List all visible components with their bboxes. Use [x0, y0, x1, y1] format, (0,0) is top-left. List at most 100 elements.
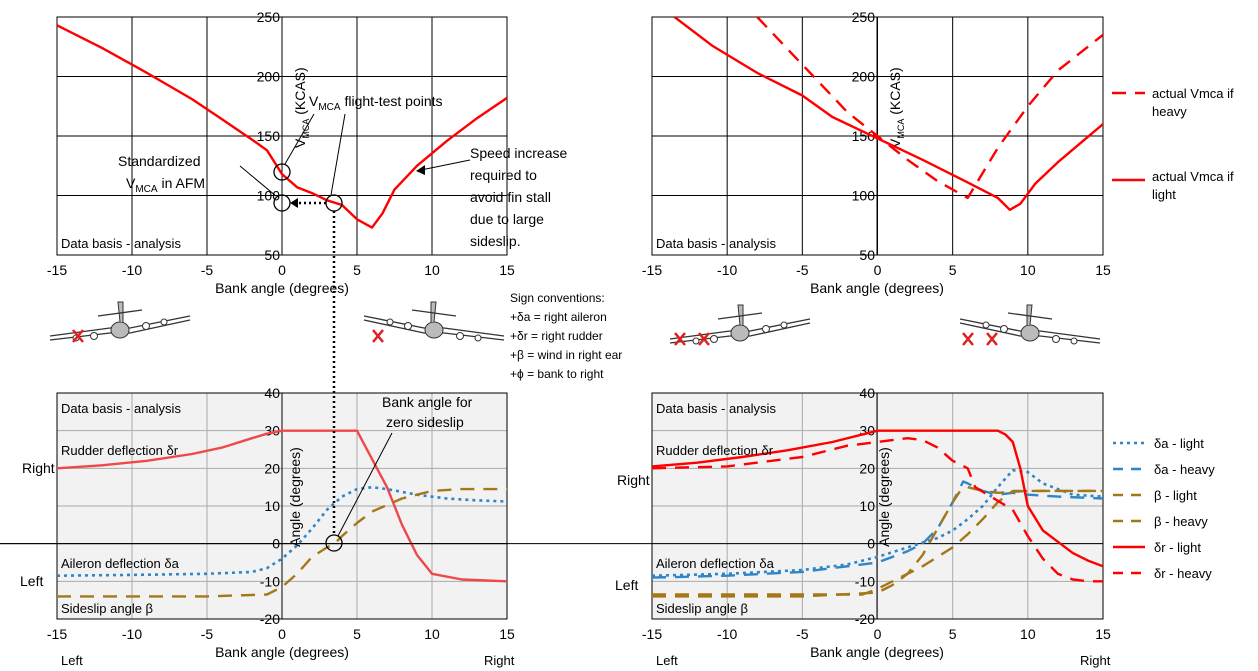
y-axis-label-tail: (KCAS) — [887, 67, 903, 118]
series-line--r-heavy — [652, 437, 1103, 583]
pointer-line — [337, 432, 393, 537]
arrow-head — [416, 165, 425, 175]
x-tick-label: -15 — [642, 626, 662, 642]
sign-line: +ϕ = bank to right — [510, 367, 604, 381]
right-side-label: Right — [617, 472, 650, 488]
series-line--a-heavy — [652, 480, 1103, 579]
engine — [1052, 335, 1060, 343]
legend-label: δa - heavy — [1154, 462, 1215, 477]
fuselage — [110, 321, 130, 339]
tailplane — [1007, 312, 1053, 320]
y-tick-label: -20 — [260, 611, 280, 627]
y-tick-label: 10 — [264, 498, 280, 514]
data-basis-label: Data basis - analysis — [61, 401, 181, 416]
speed-increase-line: Speed increase — [470, 145, 568, 161]
y-tick-label: 150 — [852, 128, 876, 144]
engine — [710, 335, 718, 343]
speed-increase-line: due to large — [470, 211, 544, 227]
legend-light-line1: actual Vmca if — [1152, 169, 1234, 184]
flight-test-tail: flight-test points — [341, 93, 443, 109]
speed-increase-line: required to — [470, 167, 537, 183]
y-axis-label: Angle (degrees) — [287, 447, 303, 547]
engine — [386, 318, 394, 326]
bottom-right-label: Right — [1080, 653, 1111, 668]
x-tick-label: -10 — [122, 626, 142, 642]
x-tick-label: 10 — [1020, 626, 1036, 642]
sign-line: +δa = right aileron — [510, 310, 607, 324]
y-tick-label: 40 — [859, 385, 875, 401]
y-axis-label: VMCA (KCAS) — [887, 67, 906, 148]
y-tick-label: 30 — [264, 423, 280, 439]
y-axis-label-v: V — [887, 138, 903, 148]
pointer-line — [330, 113, 346, 196]
x-tick-label: -15 — [642, 262, 662, 278]
pointer-line — [284, 113, 315, 165]
fuselage — [424, 321, 444, 339]
speed-increase-line: avoid fin stall — [470, 189, 551, 205]
x-axis-label: Bank angle (degrees) — [810, 644, 944, 660]
engine — [474, 334, 482, 342]
series-line-2 — [57, 487, 507, 598]
legend-label: δa - light — [1154, 436, 1204, 451]
legend-heavy-line1: actual Vmca if — [1152, 86, 1234, 101]
series-group — [673, 17, 1103, 212]
engine — [90, 332, 98, 340]
y-tick-label: 10 — [859, 498, 875, 514]
engine — [160, 318, 168, 326]
series-group — [57, 24, 507, 229]
vmca-left-annotations: VMCA flight-test points Standardized VMC… — [118, 93, 568, 536]
fuselage — [730, 324, 750, 342]
x-axis-label: Bank angle (degrees) — [215, 280, 349, 296]
bottom-left-label: Left — [656, 653, 678, 668]
x-tick-label: -15 — [47, 262, 67, 278]
series-line-actual-vmca-if-heavy — [756, 17, 1103, 200]
y-tick-label: 0 — [867, 536, 875, 552]
tailplane — [97, 309, 143, 317]
y-tick-label: 150 — [257, 128, 281, 144]
y-tick-label: 20 — [859, 460, 875, 476]
sign-conventions: Sign conventions: +δa = right aileron +δ… — [510, 291, 622, 381]
fin — [117, 301, 124, 323]
angles-left-annotations: Bank angle for zero sideslip — [325, 394, 473, 552]
series-line-0 — [57, 429, 507, 583]
series-line--heavy — [652, 486, 1103, 598]
left-side-label: Left — [20, 573, 43, 589]
y-tick-label: 40 — [264, 385, 280, 401]
x-tick-label: 10 — [1020, 262, 1036, 278]
flight-test-point-circle — [273, 163, 291, 181]
engine — [142, 322, 150, 330]
y-axis-label-tail: (KCAS) — [292, 67, 308, 118]
bottom-left-label: Left — [61, 653, 83, 668]
aileron-label: Aileron deflection δa — [656, 556, 775, 571]
airplane-icon — [363, 301, 505, 343]
y-tick-label: -20 — [855, 611, 875, 627]
engine — [1000, 325, 1008, 333]
x-tick-label: 0 — [278, 262, 286, 278]
failed-engine-mark — [674, 332, 686, 346]
x-tick-label: 5 — [353, 626, 361, 642]
x-tick-label: -5 — [201, 262, 214, 278]
engine — [1070, 337, 1078, 345]
rudder-label: Rudder deflection δr — [61, 443, 179, 458]
series-line-1 — [57, 485, 507, 577]
y-tick-label: 20 — [264, 460, 280, 476]
engine — [692, 337, 700, 345]
pointer-line — [420, 159, 471, 171]
bank-zero-line1: Bank angle for — [382, 394, 473, 410]
standardized-label: Standardized — [118, 153, 201, 169]
engine — [780, 321, 788, 329]
aileron-label: Aileron deflection δa — [61, 556, 180, 571]
y-axis-label-v: V — [292, 138, 308, 148]
fuselage — [1020, 324, 1040, 342]
fin — [430, 301, 437, 323]
x-tick-label: -10 — [717, 626, 737, 642]
series-line-actual-vmca-if-light — [673, 17, 1103, 212]
tailplane — [717, 312, 763, 320]
pointer-line — [239, 165, 277, 197]
fin — [737, 304, 744, 326]
y-tick-label: 100 — [852, 188, 876, 204]
right-side-label: Right — [22, 460, 55, 476]
